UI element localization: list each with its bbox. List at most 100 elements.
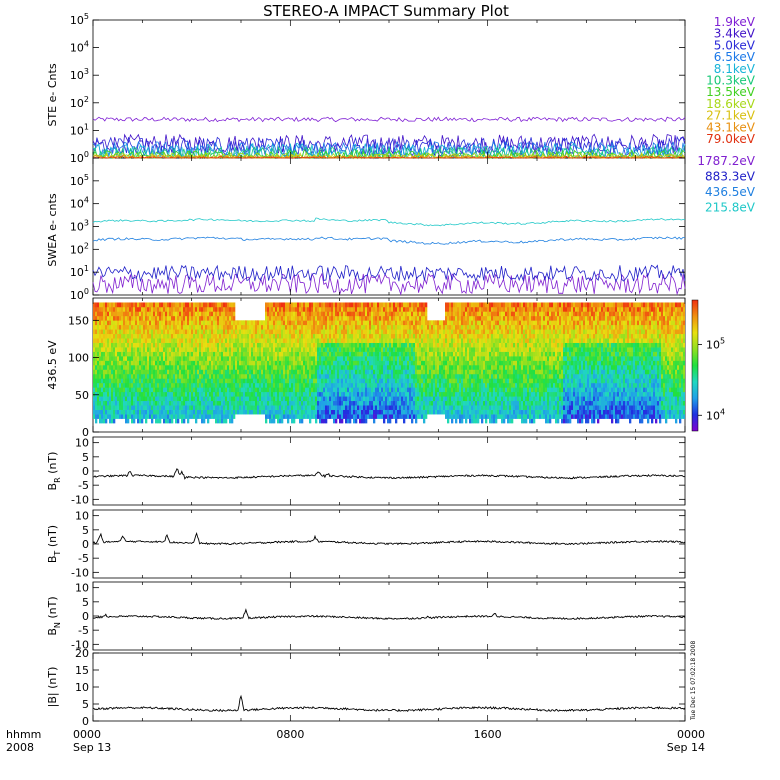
spectrogram-cell	[315, 378, 318, 384]
spectrogram-cell	[289, 409, 292, 415]
spectrogram-cell	[375, 320, 378, 326]
spectrogram-cell	[129, 351, 132, 357]
spectrogram-cell	[113, 356, 116, 361]
spectrogram-cell	[377, 329, 380, 335]
spectrogram-cell	[331, 338, 334, 343]
spectrogram-cell	[265, 387, 268, 393]
spectrogram-cell	[387, 329, 390, 335]
spectrogram-cell	[207, 369, 210, 375]
spectrogram-cell	[275, 365, 278, 370]
spectrogram-cell	[213, 387, 216, 393]
spectrogram-cell	[315, 418, 318, 424]
spectrogram-cell	[465, 378, 468, 384]
ste-ylabel: STE e- Cnts	[46, 63, 59, 126]
spectrogram-cell	[295, 347, 298, 352]
spectrogram-cell	[343, 356, 346, 361]
spectrogram-cell	[189, 338, 192, 343]
spectrogram-cell	[337, 387, 340, 393]
y-tick-label: 102	[70, 241, 89, 256]
spectrogram-cell	[345, 391, 348, 397]
spectrogram-cell	[327, 347, 330, 352]
spectrogram-cell	[165, 338, 168, 343]
spectrogram-cell	[395, 338, 398, 343]
spectrogram-cell	[445, 311, 448, 317]
spectrogram-cell	[349, 387, 352, 393]
spectrogram-cell	[171, 405, 174, 410]
spectrogram-cell	[341, 396, 344, 402]
spectrogram-cell	[299, 320, 302, 326]
spectrogram-cell	[423, 338, 426, 343]
spectrogram-cell	[449, 315, 452, 321]
spectrogram-cell	[343, 365, 346, 370]
spectrogram-cell	[141, 360, 144, 366]
spectrogram-cell	[109, 333, 112, 339]
spectrogram-cell	[151, 400, 154, 406]
spectrogram-cell	[175, 378, 178, 384]
spectrogram-cell	[349, 391, 352, 397]
spectrogram-cell	[223, 320, 226, 326]
spectrogram-cell	[245, 400, 248, 406]
spectrogram-cell	[265, 311, 268, 317]
spectrogram-cell	[109, 405, 112, 410]
spectrogram-cell	[103, 311, 106, 317]
spectrogram-cell	[451, 396, 454, 402]
spectrogram-cell	[165, 387, 168, 393]
spectrogram-cell	[373, 302, 376, 308]
spectrogram-cell	[105, 409, 108, 415]
spectrogram-cell	[163, 302, 166, 308]
spectrogram-cell	[109, 315, 112, 321]
spectrogram-cell	[227, 320, 230, 326]
spectrogram-cell	[397, 400, 400, 406]
spectrogram-cell	[355, 418, 358, 424]
spectrogram-cell	[155, 333, 158, 339]
spectrogram-cell	[441, 369, 444, 375]
spectrogram-cell	[239, 369, 242, 375]
spectrogram-cell	[383, 306, 386, 312]
spectrogram-cell	[147, 360, 150, 366]
spectrogram-cell	[435, 373, 438, 379]
spectrogram-cell	[115, 320, 118, 326]
spectrogram-cell	[129, 382, 132, 388]
spectrogram-cell	[193, 365, 196, 370]
spectrogram-cell	[183, 418, 186, 424]
spectrogram-cell	[97, 378, 100, 384]
spectrogram-cell	[145, 373, 148, 379]
spectrogram-cell	[175, 329, 178, 335]
spectrogram-cell	[259, 373, 262, 379]
spectrogram-cell	[255, 378, 258, 384]
spectrogram-cell	[217, 391, 220, 397]
spectrogram-cell	[293, 409, 296, 415]
spectrogram-cell	[331, 387, 334, 393]
spectrogram-cell	[171, 302, 174, 308]
spectrogram-cell	[409, 311, 412, 317]
spectrogram-cell	[393, 302, 396, 308]
spectrogram-cell	[327, 356, 330, 361]
spectrogram-cell	[327, 409, 330, 415]
spectrogram-cell	[339, 414, 342, 419]
spectrogram-cell	[303, 405, 306, 410]
spectrogram-cell	[325, 329, 328, 335]
spectrogram-cell	[417, 342, 420, 348]
spectrogram-cell	[403, 347, 406, 352]
spectrogram-cell	[401, 382, 404, 388]
spectrogram-cell	[351, 338, 354, 343]
spectrogram-cell	[177, 338, 180, 343]
spectrogram-cell	[299, 342, 302, 348]
spectrogram-cell	[215, 356, 218, 361]
spectrogram-cell	[259, 356, 262, 361]
spectrogram-cell	[405, 329, 408, 335]
spectrogram-cell	[431, 338, 434, 343]
spectrogram-cell	[377, 405, 380, 410]
spectrogram-cell	[143, 409, 146, 415]
spectrogram-cell	[437, 400, 440, 406]
spectrogram-cell	[259, 329, 262, 335]
spectrogram-cell	[273, 365, 276, 370]
spectrogram-cell	[377, 302, 380, 308]
spectrogram-cell	[163, 315, 166, 321]
spectrogram-cell	[137, 320, 140, 326]
spectrogram-cell	[239, 396, 242, 402]
spectrogram-cell	[219, 382, 222, 388]
spectrogram-cell	[405, 365, 408, 370]
spectrogram-cell	[351, 396, 354, 402]
spectrogram-cell	[389, 387, 392, 393]
